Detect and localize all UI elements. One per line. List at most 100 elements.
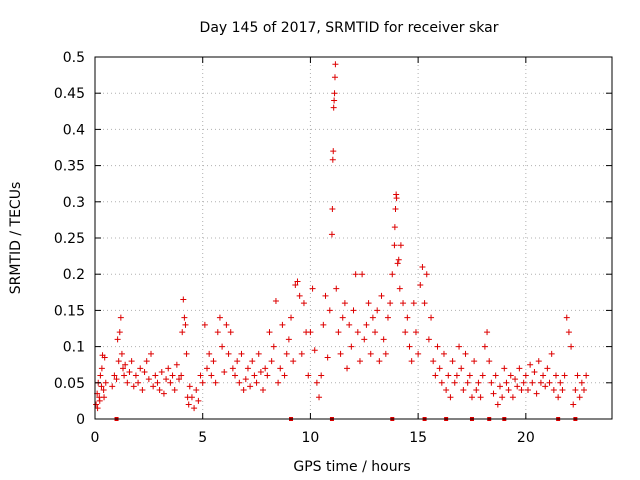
data-point <box>329 156 336 163</box>
data-point <box>583 372 590 379</box>
data-point <box>561 372 568 379</box>
data-point <box>117 314 124 321</box>
data-point <box>331 97 338 104</box>
data-point <box>264 372 271 379</box>
data-point <box>285 336 292 343</box>
data-point <box>516 365 523 372</box>
data-point <box>356 358 363 365</box>
data-point <box>244 365 251 372</box>
data-point <box>578 379 585 386</box>
data-point <box>173 361 180 368</box>
data-point <box>139 387 146 394</box>
data-point <box>266 329 273 336</box>
data-point <box>141 368 148 375</box>
data-point <box>462 350 469 357</box>
y-tick-label: 0.45 <box>54 86 85 102</box>
data-point <box>253 379 260 386</box>
data-point <box>428 314 435 321</box>
data-point <box>499 394 506 401</box>
data-point <box>344 365 351 372</box>
data-point <box>183 350 190 357</box>
data-point <box>182 321 189 328</box>
data-point <box>236 379 243 386</box>
y-tick-label: 0 <box>76 412 85 428</box>
data-point <box>179 329 186 336</box>
data-point <box>197 372 204 379</box>
data-point <box>542 383 549 390</box>
data-point <box>150 383 157 390</box>
data-point <box>98 365 105 372</box>
x-tick-label: 5 <box>198 430 207 446</box>
data-point <box>565 329 572 336</box>
data-point <box>160 390 167 397</box>
data-point <box>522 372 529 379</box>
data-point <box>468 394 475 401</box>
data-point <box>300 300 307 307</box>
data-point <box>378 292 385 299</box>
data-point <box>540 372 547 379</box>
data-point <box>570 401 577 408</box>
data-point <box>404 314 411 321</box>
data-point <box>234 358 241 365</box>
data-point <box>392 206 399 213</box>
y-tick-label: 0.35 <box>54 159 85 175</box>
data-point <box>101 354 108 361</box>
data-point <box>389 271 396 278</box>
data-point <box>326 307 333 314</box>
data-point <box>185 401 192 408</box>
data-point <box>346 321 353 328</box>
data-point <box>391 242 398 249</box>
data-point <box>122 361 129 368</box>
data-point <box>281 372 288 379</box>
data-point <box>109 383 116 390</box>
data-point <box>492 372 499 379</box>
data-point <box>580 387 587 394</box>
data-point <box>272 297 279 304</box>
data-point <box>163 376 170 383</box>
data-point <box>225 350 232 357</box>
data-point <box>488 379 495 386</box>
data-point <box>229 365 236 372</box>
data-point <box>251 372 258 379</box>
data-point <box>240 387 247 394</box>
data-points <box>93 61 590 421</box>
data-point <box>296 292 303 299</box>
data-point <box>186 383 193 390</box>
data-point <box>505 387 512 394</box>
data-point <box>332 61 339 68</box>
y-tick-label: 0.4 <box>63 122 85 138</box>
data-point <box>255 350 262 357</box>
x-axis-label: GPS time / hours <box>293 459 410 475</box>
data-point <box>275 379 282 386</box>
data-point <box>387 300 394 307</box>
data-point <box>262 365 269 372</box>
x-tick-label: 0 <box>91 430 100 446</box>
data-point <box>574 372 581 379</box>
data-point <box>520 379 527 386</box>
data-point <box>481 343 488 350</box>
data-point <box>330 148 337 155</box>
data-point <box>328 231 335 238</box>
data-point <box>210 358 217 365</box>
data-point <box>268 358 275 365</box>
data-point <box>374 307 381 314</box>
data-point <box>479 372 486 379</box>
data-point <box>544 365 551 372</box>
data-point <box>393 195 400 202</box>
data-point <box>120 365 127 372</box>
data-point <box>384 314 391 321</box>
data-point <box>453 372 460 379</box>
data-point <box>97 372 104 379</box>
data-point <box>208 372 215 379</box>
data-point <box>128 358 135 365</box>
data-point <box>116 329 123 336</box>
data-point <box>397 242 404 249</box>
grid <box>95 57 612 419</box>
data-point <box>576 394 583 401</box>
data-point <box>449 358 456 365</box>
data-point <box>337 350 344 357</box>
data-point <box>204 365 211 372</box>
data-point <box>348 343 355 350</box>
data-point <box>456 343 463 350</box>
y-axis-label: SRMTID / TECUs <box>8 182 24 295</box>
